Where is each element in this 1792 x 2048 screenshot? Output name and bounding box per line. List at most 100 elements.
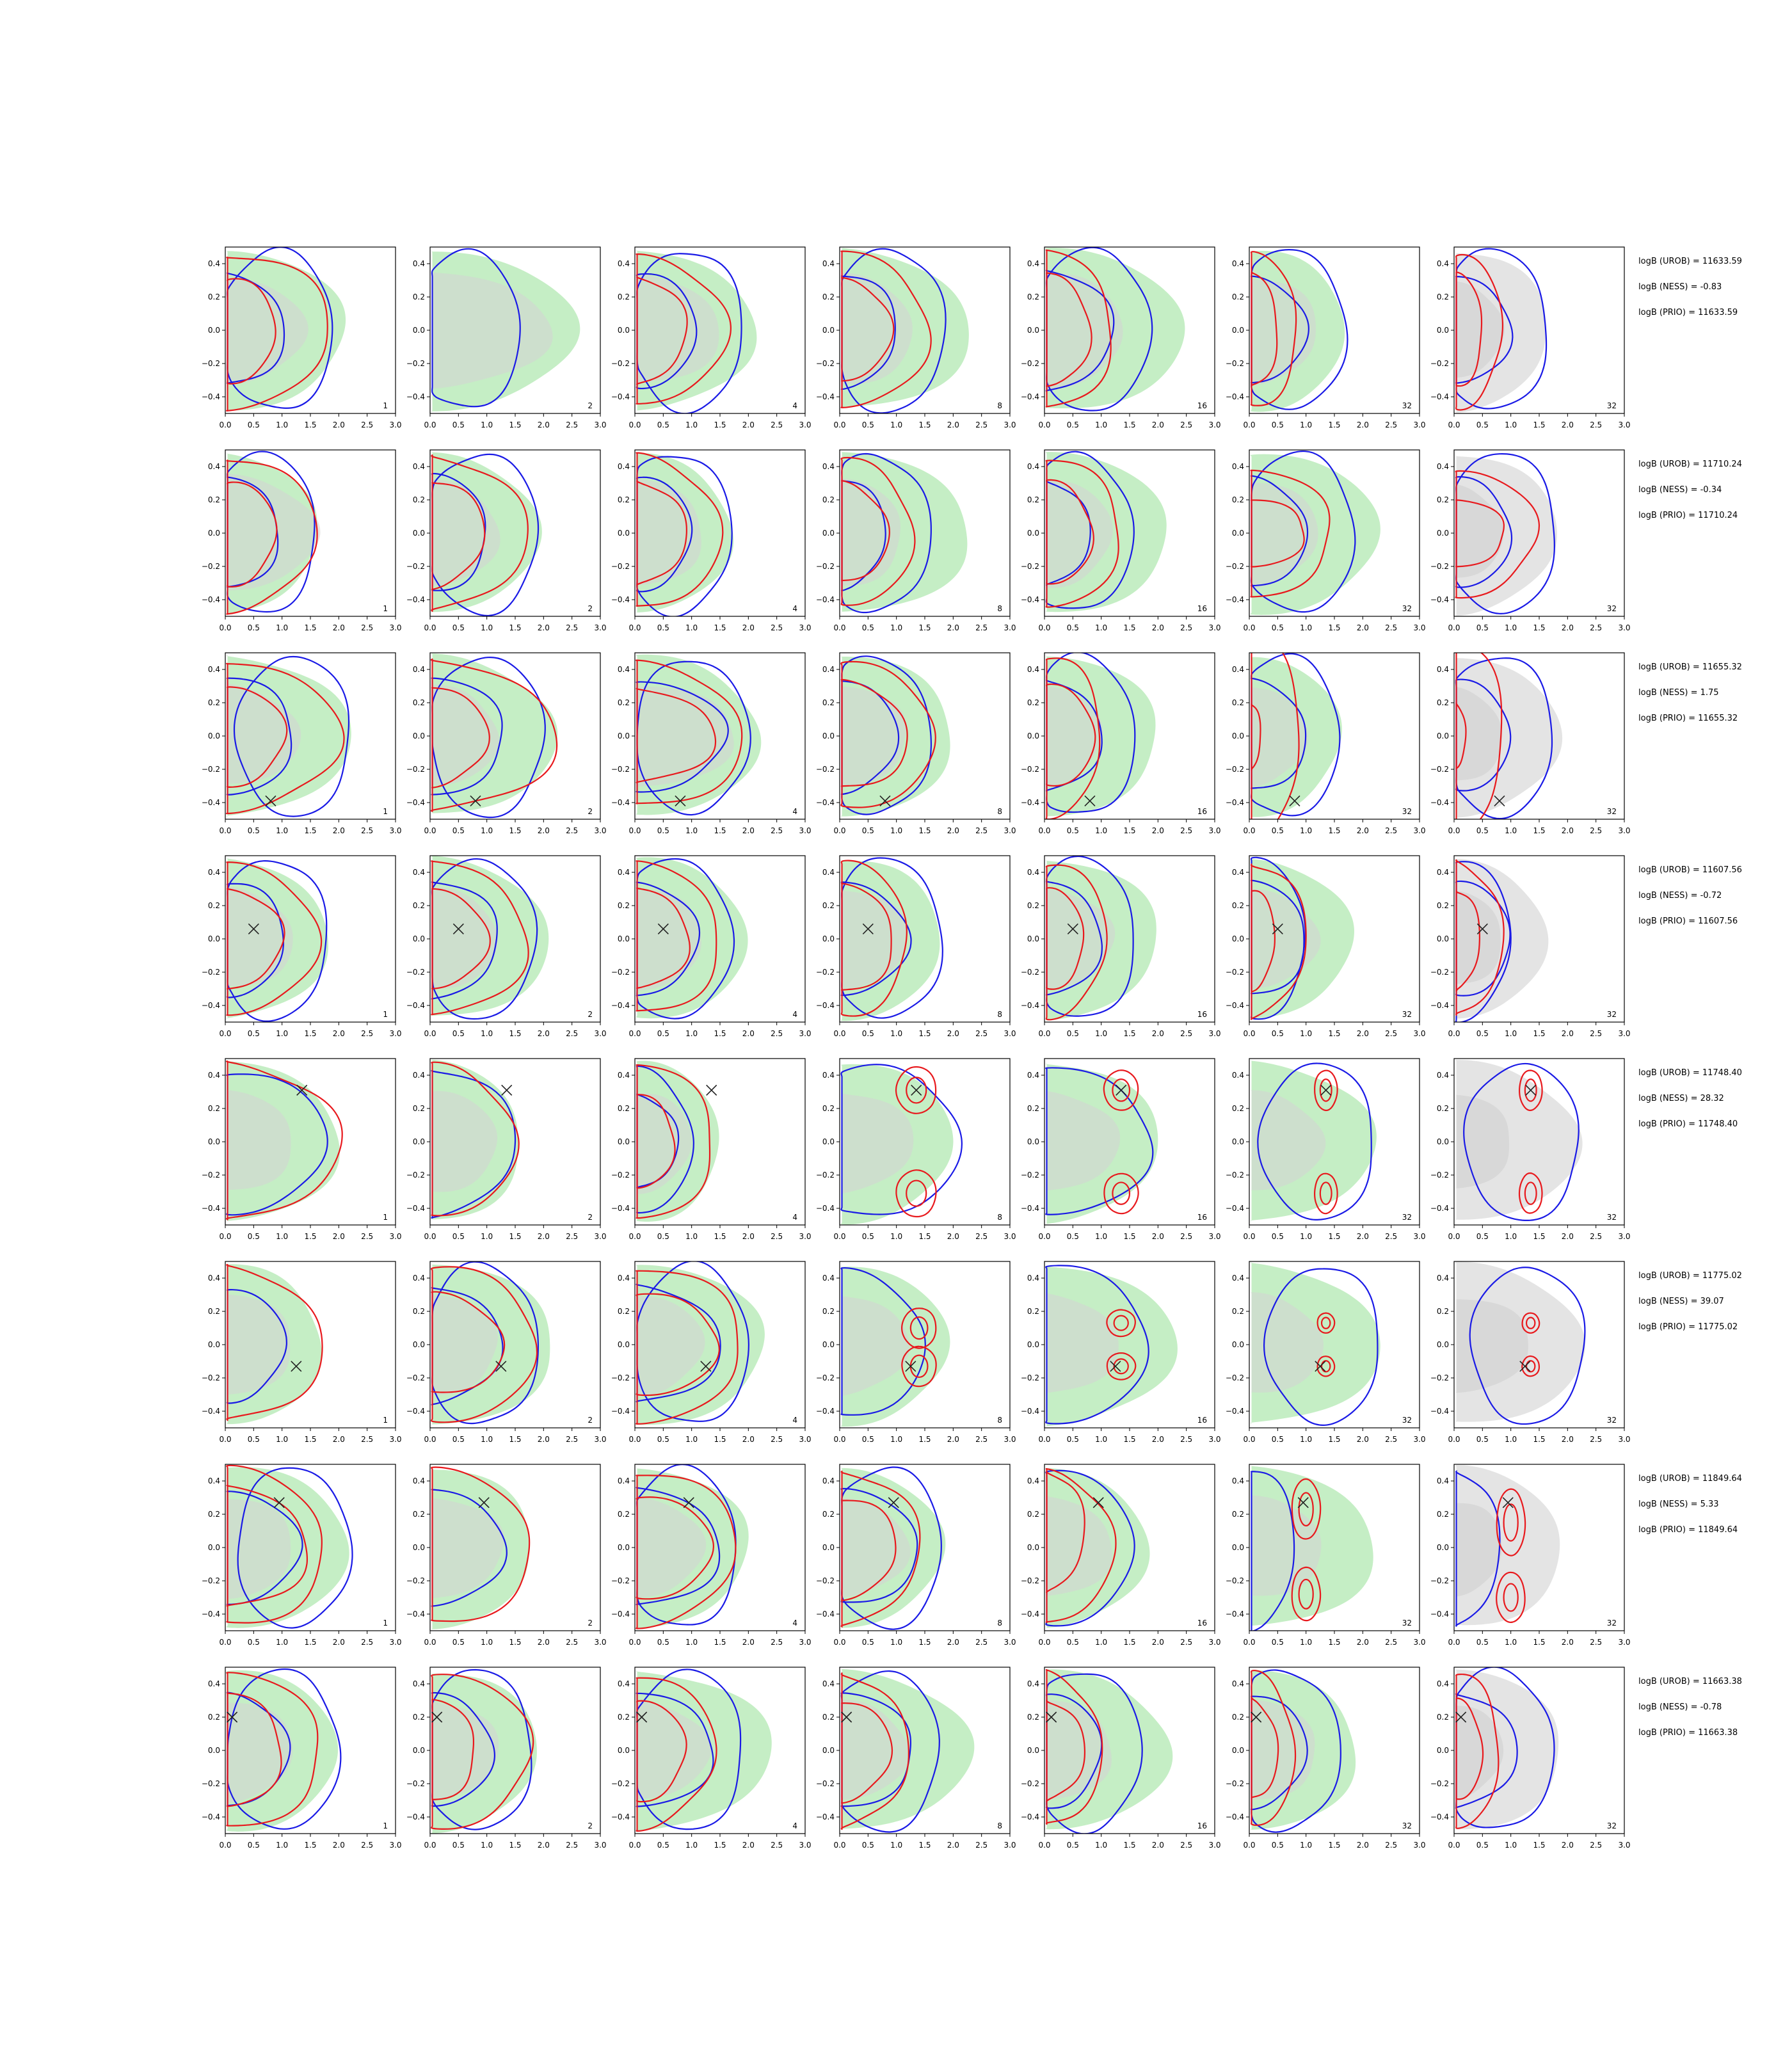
y-tick-label: 0.0 (1232, 529, 1244, 538)
y-tick-label: −0.2 (1430, 1373, 1449, 1382)
x-tick-label: 1.5 (1328, 1029, 1340, 1038)
panel-number: 8 (997, 1821, 1002, 1830)
y-tick-label: 0.4 (1437, 1274, 1449, 1283)
y-tick-label: 0.4 (822, 1679, 835, 1688)
y-tick-label: −0.2 (406, 562, 425, 571)
x-tick-label: 1.5 (714, 623, 726, 632)
x-tick-label: 0.5 (452, 420, 465, 429)
x-tick-label: 1.5 (509, 1638, 521, 1647)
x-tick-label: 0.0 (1448, 420, 1460, 429)
panel-r4-c4: 0.4 0.2 0.0 −0.2 −0.4 0.0 0.5 1.0 1.5 2.0 2.5 3.0 8 (816, 855, 1016, 1038)
y-tick-label: −0.2 (406, 968, 425, 977)
y-tick-label: −0.2 (816, 968, 835, 977)
x-tick-label: 1.5 (1328, 1841, 1340, 1850)
x-tick-label: 2.0 (333, 1435, 345, 1444)
truth-marker-icon (478, 1497, 490, 1508)
panel-r6-c1: 0.4 0.2 0.0 −0.2 −0.4 0.0 0.5 1.0 1.5 2.0 2.5 3.0 1 (202, 1261, 402, 1444)
x-tick-label: 0.5 (248, 1841, 260, 1850)
y-tick-label: 0.2 (1437, 1510, 1449, 1519)
x-tick-label: 1.5 (918, 826, 931, 835)
x-tick-label: 2.0 (947, 1232, 959, 1241)
x-tick-label: 0.5 (657, 1029, 669, 1038)
truth-marker-icon (1525, 1084, 1537, 1096)
y-tick-label: 0.2 (1437, 1104, 1449, 1113)
plot-area (636, 452, 734, 616)
x-tick-label: 2.0 (1357, 420, 1369, 429)
plot-area (1045, 1468, 1150, 1628)
panel-r2-c4: 0.4 0.2 0.0 −0.2 −0.4 0.0 0.5 1.0 1.5 2.0 2.5 3.0 8 (816, 449, 1016, 632)
x-tick-label: 1.5 (1328, 1435, 1340, 1444)
x-tick-label: 1.0 (1300, 1435, 1312, 1444)
y-tick-label: 0.4 (1437, 1476, 1449, 1485)
panel-r8-c6: 0.4 0.2 0.0 −0.2 −0.4 0.0 0.5 1.0 1.5 2.0 2.5 3.0 32 (1226, 1667, 1426, 1850)
x-tick-label: 1.5 (509, 623, 521, 632)
panel-number: 8 (997, 401, 1002, 410)
y-tick-label: 0.4 (1437, 462, 1449, 471)
plot-area (1455, 859, 1549, 1022)
y-tick-label: −0.2 (202, 968, 220, 977)
y-tick-label: −0.4 (406, 1407, 425, 1416)
panel-number: 16 (1197, 1010, 1207, 1019)
red-contour-inner (1319, 1078, 1332, 1102)
y-tick-label: 0.0 (618, 529, 630, 538)
panel-r8-c1: 0.4 0.2 0.0 −0.2 −0.4 0.0 0.5 1.0 1.5 2.0 2.5 3.0 1 (202, 1667, 402, 1850)
panel-r8-c5: 0.4 0.2 0.0 −0.2 −0.4 0.0 0.5 1.0 1.5 2.0 2.5 3.0 16 (1021, 1667, 1221, 1850)
y-tick-label: −0.4 (406, 798, 425, 807)
x-tick-label: 1.5 (1123, 1638, 1135, 1647)
x-tick-label: 1.0 (685, 1841, 698, 1850)
panel-r2-c2: 0.4 0.2 0.0 −0.2 −0.4 0.0 0.5 1.0 1.5 2.0 2.5 3.0 2 (406, 449, 607, 632)
x-tick-label: 0.0 (219, 1232, 231, 1241)
x-tick-label: 0.0 (219, 1638, 231, 1647)
y-tick-label: −0.4 (202, 595, 220, 604)
red-contour (636, 1270, 739, 1425)
x-tick-label: 2.0 (333, 623, 345, 632)
panel-number: 16 (1197, 1821, 1207, 1830)
x-tick-label: 2.5 (771, 1841, 783, 1850)
x-tick-label: 0.5 (657, 623, 669, 632)
panel-number: 16 (1197, 604, 1207, 613)
red-contour (895, 1066, 937, 1114)
truth-marker-icon (1092, 1497, 1104, 1508)
x-tick-label: 0.5 (657, 1841, 669, 1850)
row-5: 0.40.20.0−0.2−0.40.0 0.5 1.0 1.5 2.0 2.5 3.010… (202, 1058, 1742, 1241)
x-tick-label: 2.5 (1180, 420, 1192, 429)
panel-r5-c5: 0.4 0.2 0.0 −0.2 −0.4 0.0 0.5 1.0 1.5 2.0 2.5 3.0 16 (1021, 1058, 1221, 1241)
y-tick-label: −0.4 (1021, 392, 1039, 401)
x-tick-label: 1.5 (1533, 826, 1545, 835)
y-tick-label: 0.4 (1437, 868, 1449, 877)
x-tick-label: 1.5 (1123, 420, 1135, 429)
truth-marker-icon (1251, 1711, 1262, 1723)
x-tick-label: 2.0 (1152, 1029, 1164, 1038)
x-tick-label: 2.5 (771, 826, 783, 835)
x-tick-label: 0.5 (1476, 1841, 1489, 1850)
x-tick-label: 3.0 (389, 1029, 401, 1038)
x-tick-label: 0.5 (452, 1232, 465, 1241)
x-tick-label: 0.5 (657, 1638, 669, 1647)
y-tick-label: 0.0 (1027, 1137, 1039, 1146)
panel-number: 4 (792, 807, 797, 816)
plot-area (1250, 856, 1354, 1020)
y-tick-label: −0.2 (202, 1779, 220, 1788)
panel-number: 32 (1402, 1213, 1412, 1222)
y-tick-label: −0.4 (1430, 392, 1449, 401)
y-tick-label: 0.4 (1232, 462, 1244, 471)
x-tick-label: 0.5 (862, 1029, 874, 1038)
x-tick-label: 2.0 (947, 623, 959, 632)
x-tick-label: 1.5 (1328, 623, 1340, 632)
y-tick-label: 0.0 (1437, 1340, 1449, 1349)
x-tick-label: 3.0 (799, 1638, 811, 1647)
plot-area (1250, 248, 1348, 412)
x-tick-label: 1.0 (685, 1638, 698, 1647)
y-tick-label: −0.2 (202, 1576, 220, 1585)
y-tick-label: −0.2 (202, 1171, 220, 1180)
plot-area (226, 1263, 323, 1425)
x-tick-label: 2.5 (771, 1435, 783, 1444)
x-tick-label: 0.0 (1038, 420, 1050, 429)
x-tick-label: 3.0 (1208, 1232, 1220, 1241)
panel-number: 32 (1402, 1416, 1412, 1425)
logb-stat: logB (PRIO) = 11849.64 (1638, 1525, 1738, 1535)
x-tick-label: 0.0 (1448, 826, 1460, 835)
logb-stat: logB (UROB) = 11849.64 (1638, 1474, 1742, 1484)
y-tick-label: −0.4 (1430, 1812, 1449, 1821)
y-tick-label: −0.4 (816, 595, 835, 604)
